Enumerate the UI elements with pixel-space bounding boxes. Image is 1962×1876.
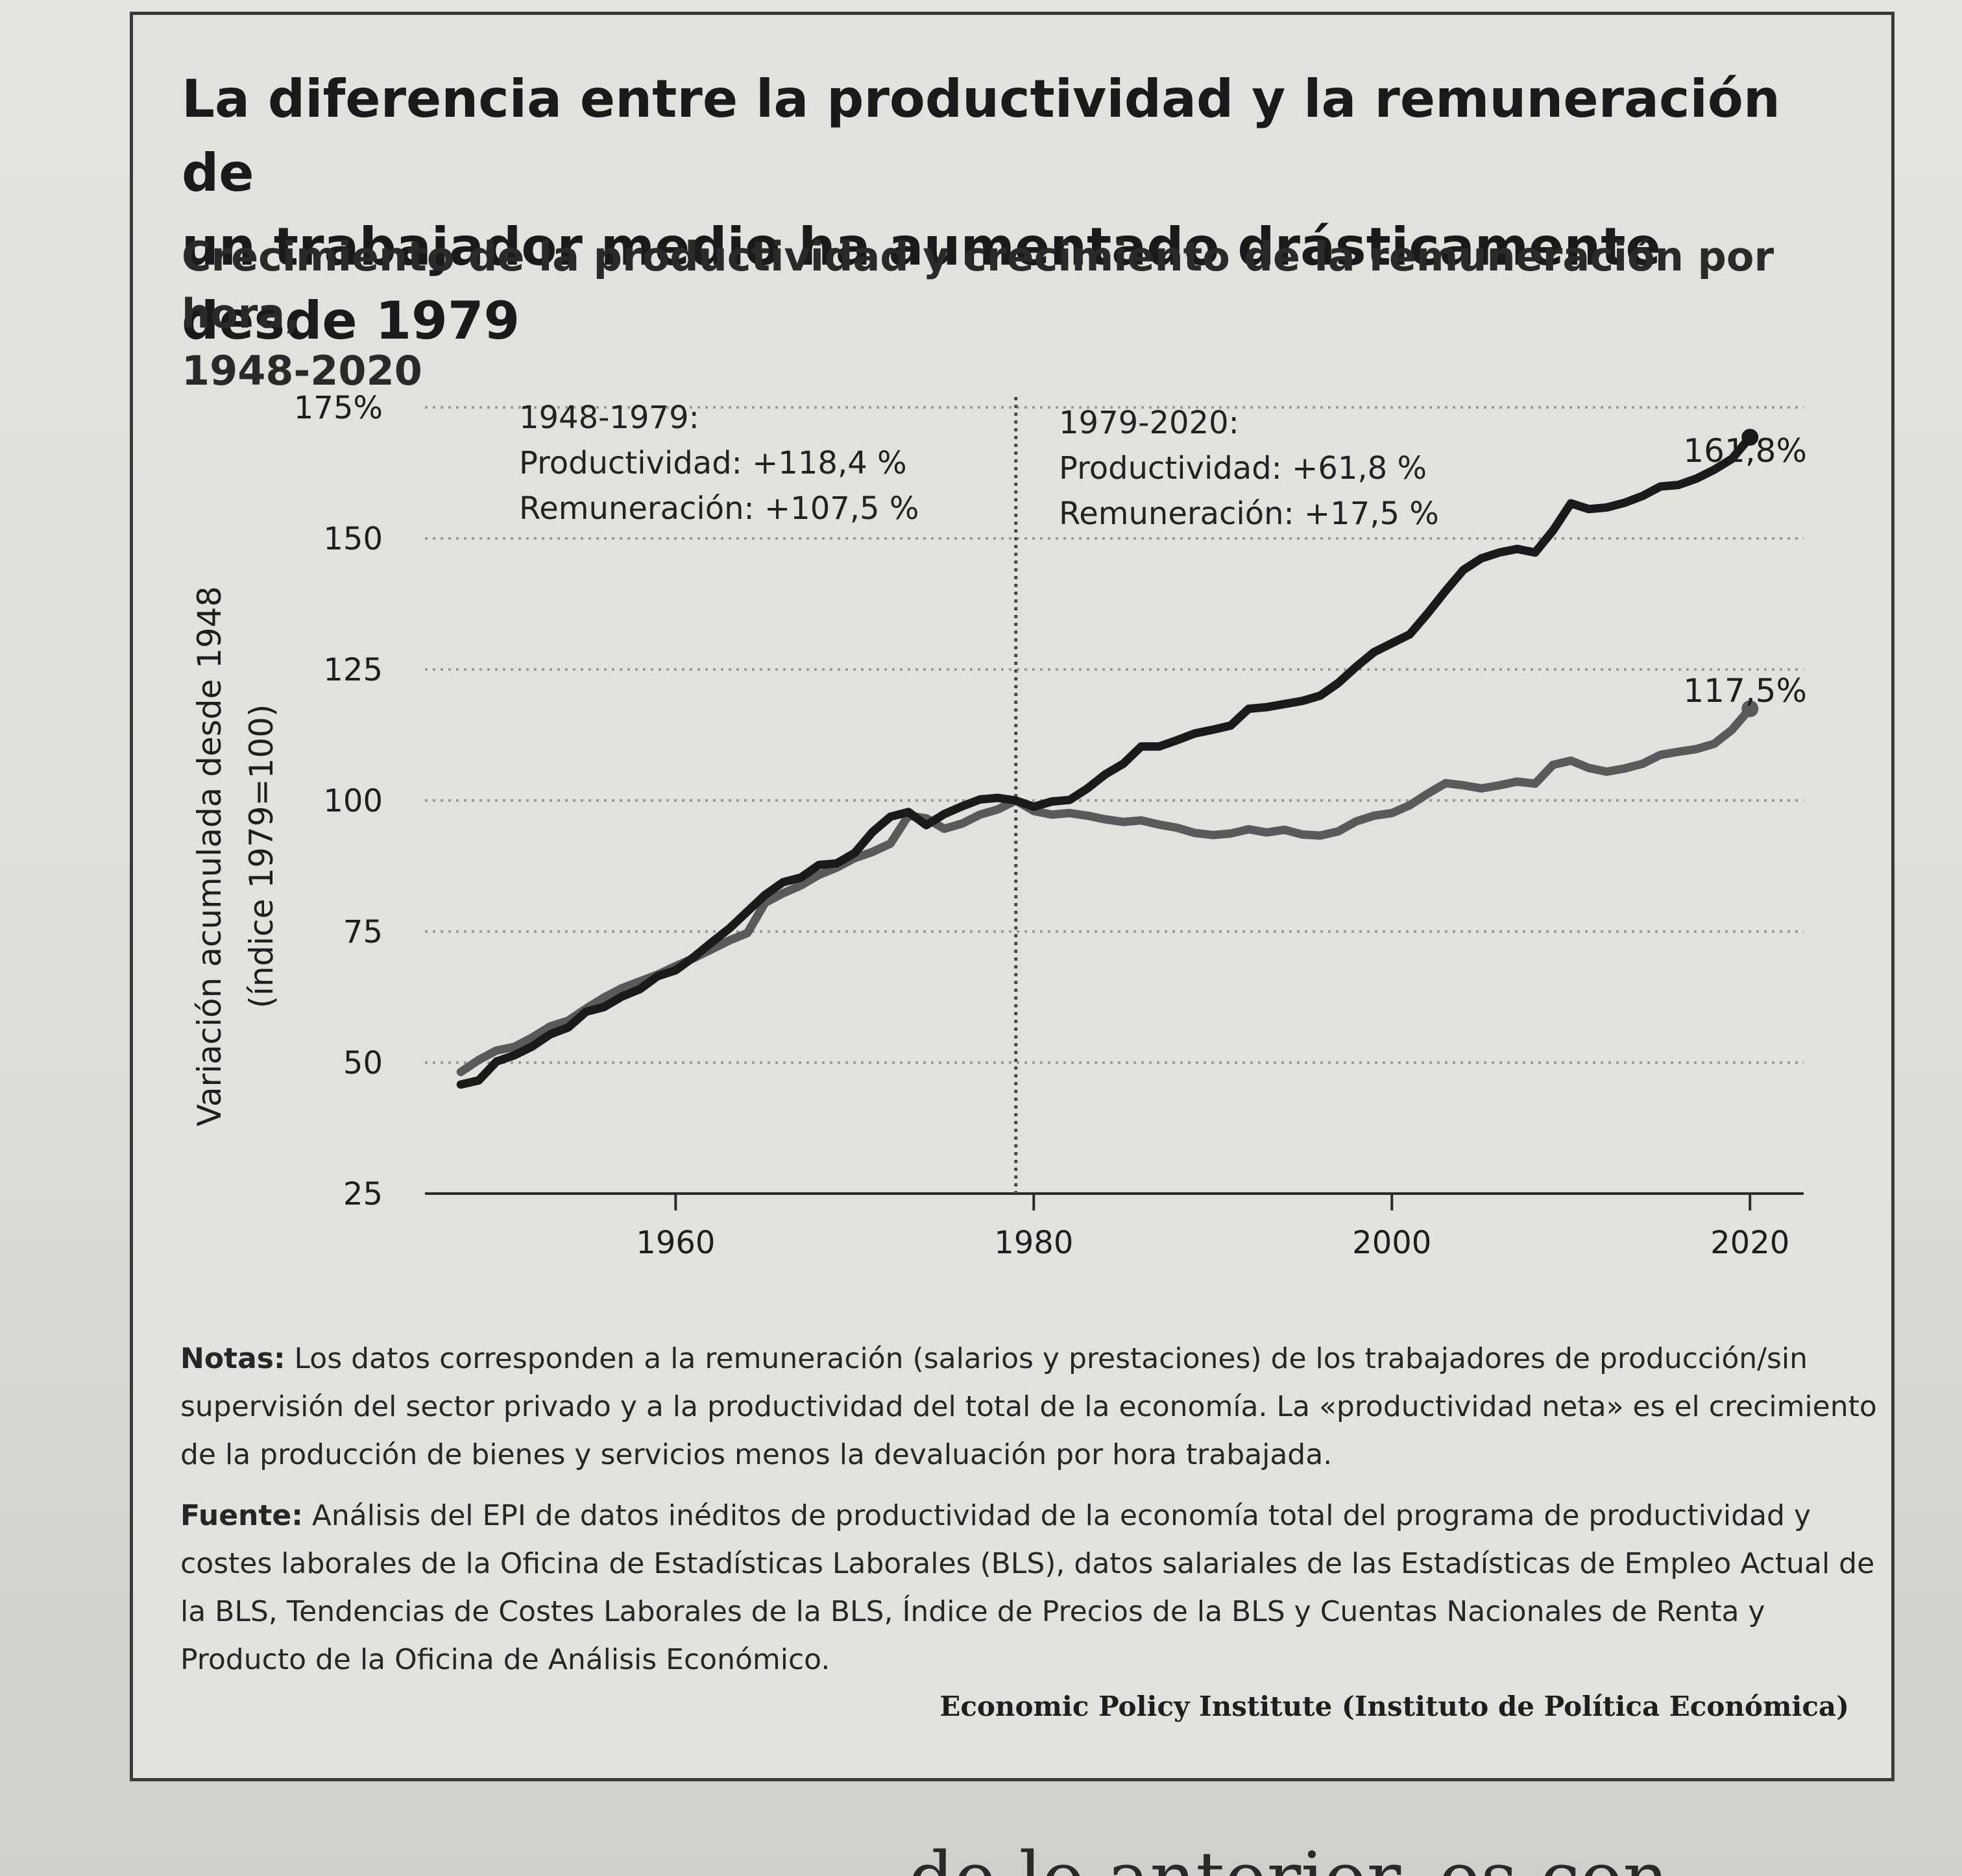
chart-subtitle: Crecimiento de la productividad y crecim… bbox=[182, 228, 1843, 400]
chart-title: La diferencia entre la productividad y l… bbox=[182, 62, 1843, 358]
page-text-below: de lo anterior, es con bbox=[908, 1836, 1752, 1876]
line-chart: 175% 150 125 100 75 50 25 1960 1980 2000 2020 Varia… bbox=[191, 390, 1807, 1261]
y-tick-label: 50 bbox=[343, 1045, 383, 1081]
period-annotation-line: Remuneración: +107,5 % bbox=[519, 490, 919, 527]
x-tick-label: 2000 bbox=[1352, 1225, 1431, 1261]
productivity-series-line bbox=[456, 433, 1754, 1089]
notes-paragraph: Notas: Los datos corresponden a la remun… bbox=[180, 1335, 1880, 1479]
source-label: Fuente: bbox=[180, 1499, 303, 1532]
chart-title-line: La diferencia entre la productividad y l… bbox=[182, 69, 1780, 203]
productivity-end-label: 161,8% bbox=[1683, 432, 1807, 470]
compensation-end-label: 117,5% bbox=[1683, 672, 1807, 710]
y-tick-label: 25 bbox=[343, 1176, 383, 1212]
period-annotation-line: Remuneración: +17,5 % bbox=[1059, 496, 1439, 532]
chart-notes: Notas: Los datos corresponden a la remun… bbox=[180, 1335, 1880, 1697]
period-annotation-line: Productividad: +118,4 % bbox=[519, 445, 907, 481]
notes-text: Los datos corresponden a la remuneración… bbox=[180, 1342, 1877, 1471]
chart-title-line: un trabajador medio ha aumentado drástic… bbox=[182, 217, 1661, 351]
period-annotation-line: 1948-1979: bbox=[519, 400, 699, 436]
period-annotation-line: Productividad: +61,8 % bbox=[1059, 450, 1427, 487]
chart-subtitle-line: 1948-2020 bbox=[182, 347, 422, 394]
y-tick-label: 100 bbox=[323, 783, 383, 819]
period-annotation-line: 1979-2020: bbox=[1059, 405, 1239, 441]
compensation-series-line bbox=[456, 704, 1754, 1076]
source-text: Análisis del EPI de datos inéditos de pr… bbox=[180, 1499, 1875, 1676]
y-axis-label: Variación acumulada desde 1948 bbox=[191, 586, 228, 1127]
y-tick-label: 75 bbox=[343, 914, 383, 950]
y-tick-label: 125 bbox=[323, 652, 383, 688]
y-tick-label: 175% bbox=[294, 390, 383, 426]
chart-subtitle-line: Crecimiento de la productividad y crecim… bbox=[182, 233, 1774, 337]
notes-label: Notas: bbox=[180, 1342, 285, 1375]
x-tick-label: 2020 bbox=[1710, 1225, 1789, 1261]
x-tick-label: 1980 bbox=[994, 1225, 1073, 1261]
y-tick-label: 150 bbox=[323, 521, 383, 557]
x-tick-label: 1960 bbox=[636, 1225, 715, 1261]
compensation-end-point bbox=[1741, 700, 1759, 717]
source-paragraph: Fuente: Análisis del EPI de datos inédit… bbox=[180, 1492, 1880, 1684]
chart-credit: Economic Policy Institute (Instituto de … bbox=[939, 1690, 1849, 1722]
figure-frame bbox=[130, 12, 1895, 1781]
y-axis-label: (índice 1979=100) bbox=[243, 704, 280, 1009]
productivity-end-point bbox=[1741, 429, 1759, 446]
